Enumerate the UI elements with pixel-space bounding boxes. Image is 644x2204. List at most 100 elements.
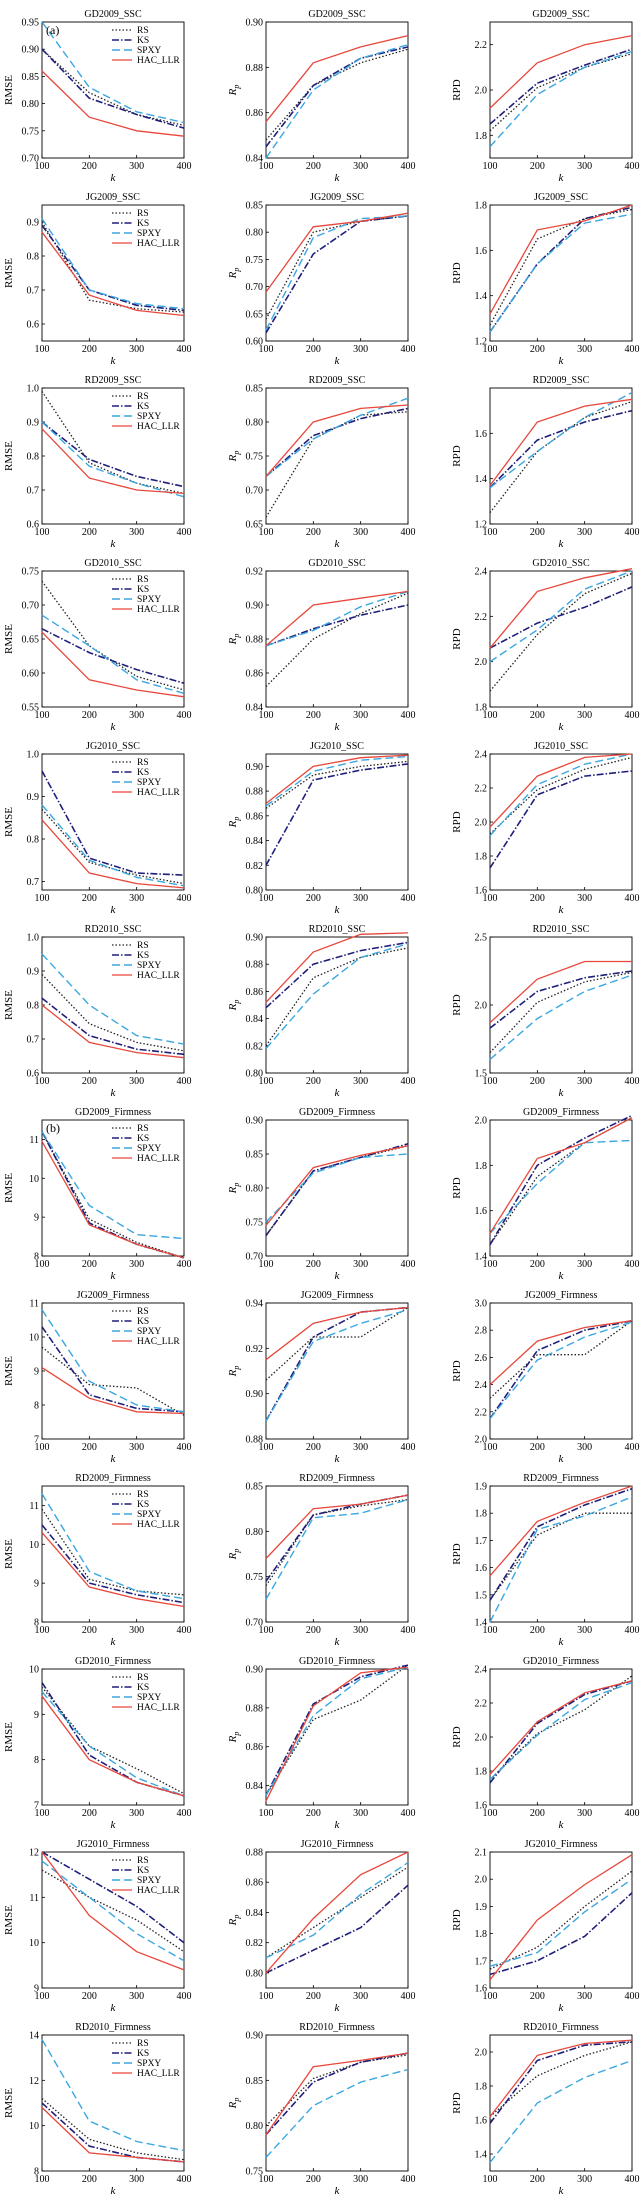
x-axis-label: k	[111, 1453, 117, 1465]
y-axis-label: RPD	[451, 1909, 463, 1930]
x-axis-label: k	[559, 1270, 565, 1282]
y-axis-label: RPD	[451, 994, 463, 1015]
series-line-ks	[489, 1892, 633, 1976]
plot-frame	[489, 1302, 633, 1440]
series-line-ks	[265, 763, 409, 866]
x-tick-label: 100	[259, 1076, 274, 1087]
x-tick-label: 200	[82, 527, 97, 538]
y-tick-label: 12	[29, 1848, 39, 1859]
x-tick-label: 200	[82, 1625, 97, 1636]
y-tick-label: 0.9	[27, 418, 40, 429]
x-tick-label: 100	[483, 1259, 498, 1270]
subplot-title: JG2009_SSC	[310, 192, 364, 203]
plot-frame	[489, 753, 633, 891]
series-line-spxy	[265, 44, 409, 159]
y-tick-label: 0.90	[22, 45, 40, 56]
y-tick-label: 0.85	[22, 72, 40, 83]
series-line-rs	[489, 1870, 633, 1970]
y-tick-label: 9	[34, 1579, 39, 1590]
y-tick-label: 2.0	[475, 1001, 488, 1012]
series-line-ks	[265, 604, 409, 647]
series-line-hac-llr	[265, 932, 409, 1003]
x-axis-label: k	[111, 355, 117, 367]
y-tick-label: 1.2	[475, 337, 488, 348]
subplot-11: GD2010_SSC 100 200 300 400 0.84 0.86 0.88 0.90 0.…	[227, 558, 416, 733]
series-line-rs	[265, 947, 409, 1047]
series-line-spxy	[41, 1691, 185, 1797]
legend-label: KS	[137, 768, 149, 778]
x-tick-label: 200	[82, 893, 97, 904]
subplot-title: JG2009_Firmness	[77, 1290, 150, 1301]
subplot-title: RD2010_SSC	[309, 924, 366, 935]
y-tick-label: 0.90	[246, 2031, 264, 2042]
y-tick-label: 0.75	[246, 1572, 264, 1583]
y-tick-label: 1.4	[475, 291, 488, 302]
x-tick-label: 100	[259, 1808, 274, 1819]
y-tick-label: 0.6	[27, 1069, 40, 1080]
y-tick-label: 0.7	[27, 1035, 40, 1046]
series-line-rs	[489, 1117, 633, 1246]
x-tick-label: 200	[530, 2174, 545, 2185]
subplot-title: RD2010_SSC	[85, 924, 142, 935]
series-line-ks	[41, 224, 185, 312]
plot-frame	[41, 21, 185, 159]
x-tick-label: 400	[625, 1259, 640, 1270]
legend-label: HAC_LLR	[137, 2069, 180, 2079]
y-axis-label: Rp	[227, 1366, 241, 1378]
series-line-ks	[41, 421, 185, 488]
series-line-hac-llr	[265, 1306, 409, 1361]
series-line-ks	[41, 997, 185, 1056]
x-axis-label: k	[335, 1453, 341, 1465]
x-tick-label: 400	[625, 893, 640, 904]
subplot-35: RD2010_Firmness 100 200 300 400 0.75 0.80 0.85 0…	[227, 2022, 416, 2197]
subplot-title: GD2010_Firmness	[523, 1656, 599, 1667]
x-tick-label: 100	[259, 893, 274, 904]
subplot-title: GD2009_Firmness	[523, 1107, 599, 1118]
x-tick-label: 400	[177, 344, 192, 355]
series-line-rs	[265, 1145, 409, 1236]
x-tick-label: 400	[401, 161, 416, 172]
y-tick-label: 0.86	[246, 1742, 264, 1753]
y-tick-label: 1.6	[475, 1206, 488, 1217]
series-line-ks	[265, 1664, 409, 1796]
series-line-hac-llr	[265, 212, 409, 293]
x-tick-label: 300	[129, 1808, 144, 1819]
y-tick-label: 2.8	[475, 1326, 488, 1337]
y-tick-label: 2.4	[475, 1380, 488, 1391]
y-tick-label: 0.85	[246, 2076, 264, 2087]
y-tick-label: 2.0	[475, 1435, 488, 1446]
y-tick-label: 2.0	[475, 1875, 488, 1886]
subplot-title: GD2009_SSC	[84, 9, 142, 20]
plot-frame	[41, 2034, 185, 2172]
series-line-ks	[41, 48, 185, 129]
x-tick-label: 300	[129, 344, 144, 355]
y-tick-label: 1.6	[475, 1563, 488, 1574]
y-tick-label: 8	[34, 1252, 39, 1263]
plot-frame	[489, 21, 633, 159]
x-tick-label: 100	[35, 527, 50, 538]
x-axis-label: k	[559, 904, 565, 916]
subplot-title: RD2010_SSC	[533, 924, 590, 935]
x-tick-label: 200	[306, 527, 321, 538]
x-tick-label: 400	[177, 893, 192, 904]
series-line-rs	[265, 411, 409, 518]
y-tick-label: 0.90	[246, 18, 264, 29]
series-line-rs	[489, 756, 633, 835]
y-tick-label: 11	[29, 1135, 39, 1146]
x-tick-label: 100	[483, 893, 498, 904]
x-tick-label: 400	[177, 1076, 192, 1087]
legend-label: HAC_LLR	[137, 605, 180, 615]
series-line-spxy	[489, 974, 633, 1060]
x-tick-label: 100	[483, 1625, 498, 1636]
legend-label: SPXY	[137, 412, 161, 422]
x-tick-label: 300	[353, 344, 368, 355]
y-tick-label: 0.88	[246, 63, 264, 74]
y-axis-label: Rp	[227, 85, 241, 97]
series-line-spxy	[489, 1139, 633, 1234]
subplot-16: RD2010_SSC 100 200 300 400 0.6 0.7 0.8 0.9 1.0 k RM…	[3, 924, 192, 1099]
y-axis-label: Rp	[227, 268, 241, 280]
y-tick-label: 0.70	[22, 154, 40, 165]
plot-frame	[265, 936, 409, 1074]
y-tick-label: 0.92	[246, 1344, 264, 1355]
